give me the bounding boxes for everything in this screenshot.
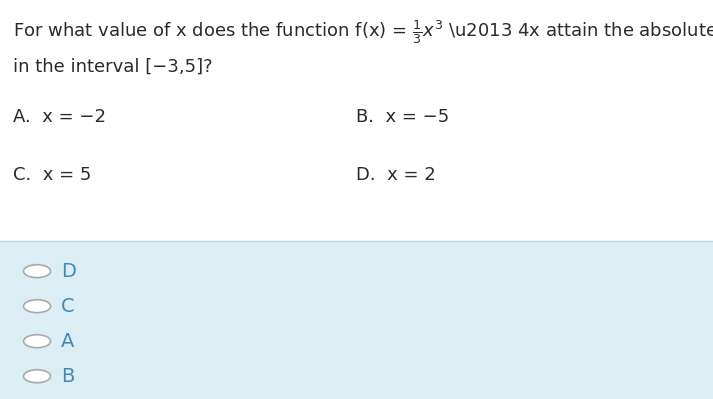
- Ellipse shape: [24, 265, 51, 278]
- Text: D.  x = 2: D. x = 2: [356, 166, 436, 184]
- Text: C: C: [61, 297, 75, 316]
- Ellipse shape: [24, 370, 51, 383]
- Ellipse shape: [24, 335, 51, 348]
- Text: C.  x = 5: C. x = 5: [13, 166, 91, 184]
- Text: D: D: [61, 262, 76, 280]
- Bar: [0, 241, 713, 399]
- Text: For what value of x does the function f(x) = $\frac{1}{3}x^3$ \u2013 4x attain t: For what value of x does the function f(…: [13, 18, 713, 46]
- Text: A: A: [61, 332, 75, 351]
- Text: B.  x = −5: B. x = −5: [356, 108, 450, 126]
- Text: in the interval [−3,5]?: in the interval [−3,5]?: [13, 58, 212, 76]
- Ellipse shape: [24, 300, 51, 313]
- Text: A.  x = −2: A. x = −2: [13, 108, 106, 126]
- Text: B: B: [61, 367, 75, 386]
- Bar: [0, 0, 713, 241]
